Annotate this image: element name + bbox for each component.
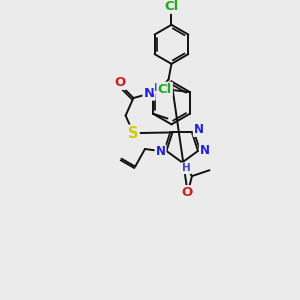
Text: O: O <box>182 186 193 199</box>
Text: N: N <box>143 87 155 100</box>
Text: N: N <box>194 123 204 136</box>
Text: S: S <box>128 126 139 141</box>
Text: H: H <box>182 163 190 173</box>
Text: Cl: Cl <box>158 83 172 96</box>
Text: H: H <box>154 83 163 93</box>
Text: N: N <box>156 146 166 158</box>
Text: Cl: Cl <box>164 0 178 13</box>
Text: N: N <box>200 145 210 158</box>
Text: O: O <box>114 76 125 89</box>
